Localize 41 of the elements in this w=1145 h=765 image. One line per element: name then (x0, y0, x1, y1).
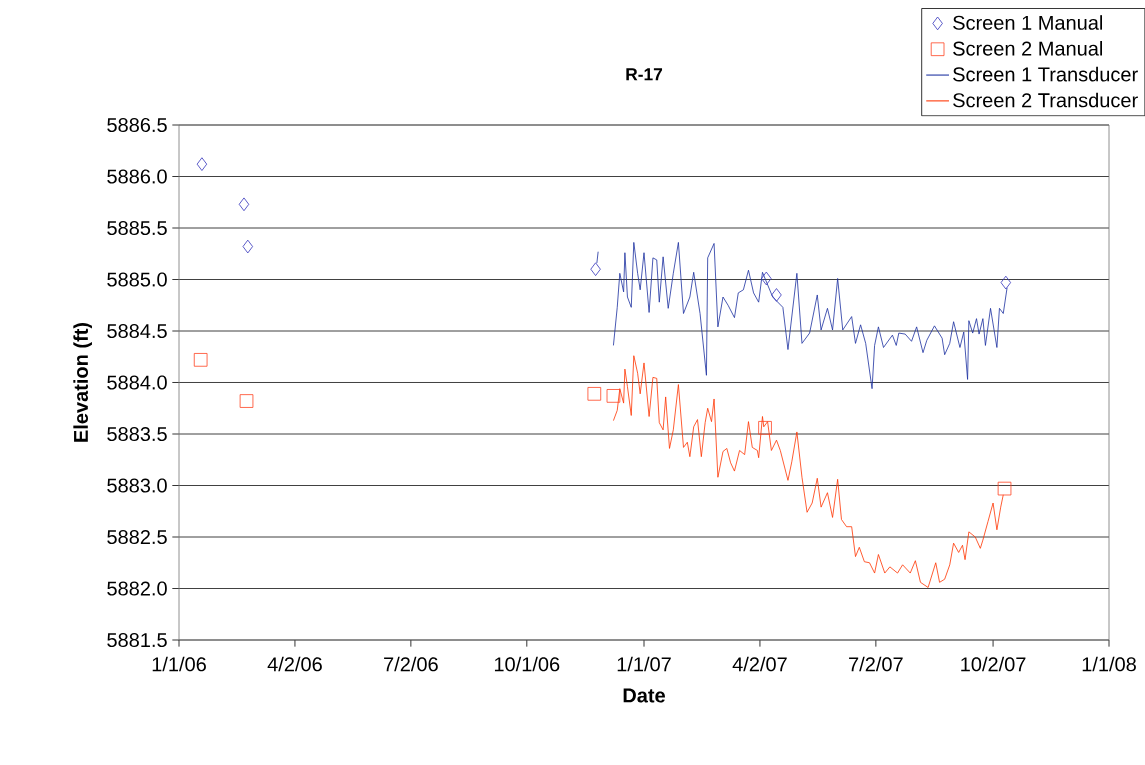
x-tick-label: 1/1/07 (617, 656, 671, 672)
x-axis-title: Date (623, 688, 665, 703)
y-tick-label: 5886.0 (107, 169, 167, 184)
x-tick-label: 7/2/07 (849, 656, 903, 672)
point (193, 353, 208, 367)
y-tick-label: 5881.5 (107, 632, 167, 648)
chart-title: R-17 (626, 68, 663, 81)
y-tick-label: 5885.5 (107, 220, 167, 236)
y-tick-label: 5884.0 (107, 375, 167, 390)
point (242, 239, 253, 254)
y-tick-label: 5882.0 (107, 581, 167, 596)
point (997, 481, 1012, 496)
x-tick-label: 1/1/06 (152, 656, 206, 672)
x-tick-label: 10/2/07 (961, 656, 1026, 672)
x-tick-label: 7/2/06 (384, 656, 438, 672)
y-tick-label: 5883.0 (107, 478, 167, 493)
point (758, 421, 772, 435)
legend-label: Screen 2 Transducer (953, 92, 1138, 108)
y-tick-label: 5882.5 (107, 529, 167, 545)
point (606, 389, 621, 403)
point (238, 197, 250, 212)
y-tick-label: 5886.5 (107, 117, 167, 133)
point (1000, 275, 1012, 290)
line-series (613, 355, 1004, 588)
y-tick-label: 5884.5 (107, 323, 167, 339)
point (196, 157, 208, 171)
point (239, 394, 254, 408)
x-tick-label: 1/1/08 (1082, 656, 1136, 672)
legend-label: Screen 2 Manual (953, 40, 1103, 56)
point (761, 271, 772, 286)
y-tick-label: 5883.5 (107, 426, 167, 442)
x-tick-label: 10/1/06 (494, 656, 560, 672)
x-tick-label: 4/2/07 (732, 656, 787, 672)
x-tick-label: 4/2/06 (267, 656, 322, 672)
legend-label: Screen 1 Manual (953, 15, 1103, 30)
point (771, 288, 782, 302)
point (587, 387, 602, 401)
point (590, 262, 601, 276)
y-axis-title: Elevation (ft) (73, 322, 92, 442)
legend-label: Screen 1 Transducer (953, 66, 1138, 82)
y-tick-label: 5885.0 (107, 272, 167, 287)
